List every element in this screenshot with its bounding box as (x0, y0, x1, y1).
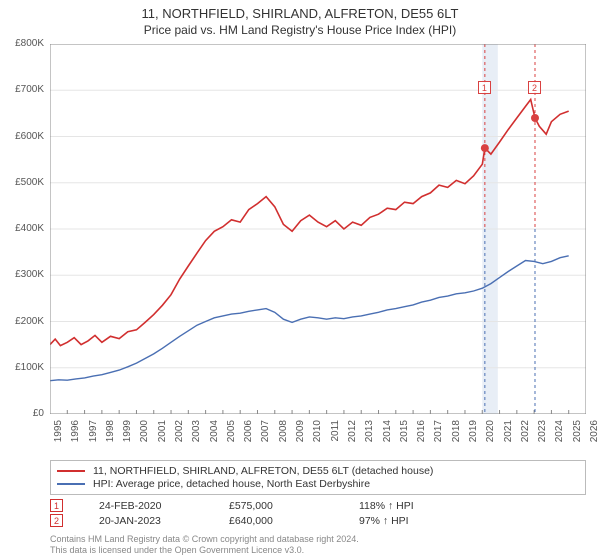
legend-swatch-1 (57, 470, 85, 472)
y-tick-label: £0 (4, 408, 44, 419)
event-date-1: 24-FEB-2020 (99, 500, 229, 512)
event-badge-2: 2 (50, 514, 63, 527)
event-price-1: £575,000 (229, 500, 359, 512)
x-tick-label: 2016 (416, 420, 427, 442)
x-tick-label: 2012 (347, 420, 358, 442)
chart-svg (50, 44, 586, 414)
x-tick-label: 2021 (503, 420, 514, 442)
x-tick-label: 2008 (278, 420, 289, 442)
x-tick-label: 1999 (122, 420, 133, 442)
x-tick-label: 1997 (88, 420, 99, 442)
x-tick-label: 2015 (399, 420, 410, 442)
x-tick-label: 2009 (295, 420, 306, 442)
footer-line-1: Contains HM Land Registry data © Crown c… (50, 534, 586, 545)
x-tick-label: 1995 (53, 420, 64, 442)
y-tick-label: £800K (4, 38, 44, 49)
chart-title-line2: Price paid vs. HM Land Registry's House … (0, 23, 600, 37)
y-tick-label: £400K (4, 223, 44, 234)
event-row-2: 2 20-JAN-2023 £640,000 97% ↑ HPI (50, 514, 586, 527)
legend-label-2: HPI: Average price, detached house, Nort… (93, 478, 370, 490)
footer-attribution: Contains HM Land Registry data © Crown c… (50, 534, 586, 556)
x-axis-ticks: 1995 1996 1997 1998 1999 2000 2001 2002 2003 2004… (50, 418, 586, 458)
chart-event-badge: 1 (478, 81, 491, 94)
event-date-2: 20-JAN-2023 (99, 515, 229, 527)
x-tick-label: 2022 (520, 420, 531, 442)
event-annotations: 1 24-FEB-2020 £575,000 118% ↑ HPI 2 20-J… (50, 499, 586, 529)
legend-box: 11, NORTHFIELD, SHIRLAND, ALFRETON, DE55… (50, 460, 586, 495)
x-tick-label: 2014 (382, 420, 393, 442)
chart-container: 11, NORTHFIELD, SHIRLAND, ALFRETON, DE55… (0, 0, 600, 560)
event-pct-1: 118% ↑ HPI (359, 500, 489, 512)
x-tick-label: 2018 (451, 420, 462, 442)
y-tick-label: £700K (4, 84, 44, 95)
x-tick-label: 2007 (260, 420, 271, 442)
footer-line-2: This data is licensed under the Open Gov… (50, 545, 586, 556)
event-row-1: 1 24-FEB-2020 £575,000 118% ↑ HPI (50, 499, 586, 512)
chart-plot-area: £0£100K£200K£300K£400K£500K£600K£700K£80… (50, 44, 586, 414)
x-tick-label: 2019 (468, 420, 479, 442)
x-tick-label: 2003 (191, 420, 202, 442)
x-tick-label: 2025 (572, 420, 583, 442)
y-tick-label: £100K (4, 362, 44, 373)
x-tick-label: 2011 (330, 420, 341, 442)
event-badge-1: 1 (50, 499, 63, 512)
x-tick-label: 2017 (433, 420, 444, 442)
x-tick-label: 2026 (589, 420, 600, 442)
event-pct-2: 97% ↑ HPI (359, 515, 489, 527)
x-tick-label: 2020 (485, 420, 496, 442)
y-tick-label: £600K (4, 131, 44, 142)
x-tick-label: 2001 (157, 420, 168, 442)
y-tick-label: £300K (4, 269, 44, 280)
y-tick-label: £200K (4, 316, 44, 327)
x-tick-label: 2013 (364, 420, 375, 442)
x-tick-label: 2024 (554, 420, 565, 442)
x-tick-label: 2000 (139, 420, 150, 442)
chart-title-block: 11, NORTHFIELD, SHIRLAND, ALFRETON, DE55… (0, 0, 600, 37)
x-tick-label: 1998 (105, 420, 116, 442)
x-tick-label: 2005 (226, 420, 237, 442)
x-tick-label: 2010 (312, 420, 323, 442)
legend-label-1: 11, NORTHFIELD, SHIRLAND, ALFRETON, DE55… (93, 465, 433, 477)
legend-row-1: 11, NORTHFIELD, SHIRLAND, ALFRETON, DE55… (57, 465, 579, 477)
legend-swatch-2 (57, 483, 85, 485)
x-tick-label: 2002 (174, 420, 185, 442)
x-tick-label: 2006 (243, 420, 254, 442)
chart-title-line1: 11, NORTHFIELD, SHIRLAND, ALFRETON, DE55… (0, 6, 600, 21)
chart-event-badge: 2 (528, 81, 541, 94)
x-tick-label: 2004 (209, 420, 220, 442)
x-tick-label: 2023 (537, 420, 548, 442)
y-tick-label: £500K (4, 177, 44, 188)
x-tick-label: 1996 (70, 420, 81, 442)
legend-row-2: HPI: Average price, detached house, Nort… (57, 478, 579, 490)
event-price-2: £640,000 (229, 515, 359, 527)
